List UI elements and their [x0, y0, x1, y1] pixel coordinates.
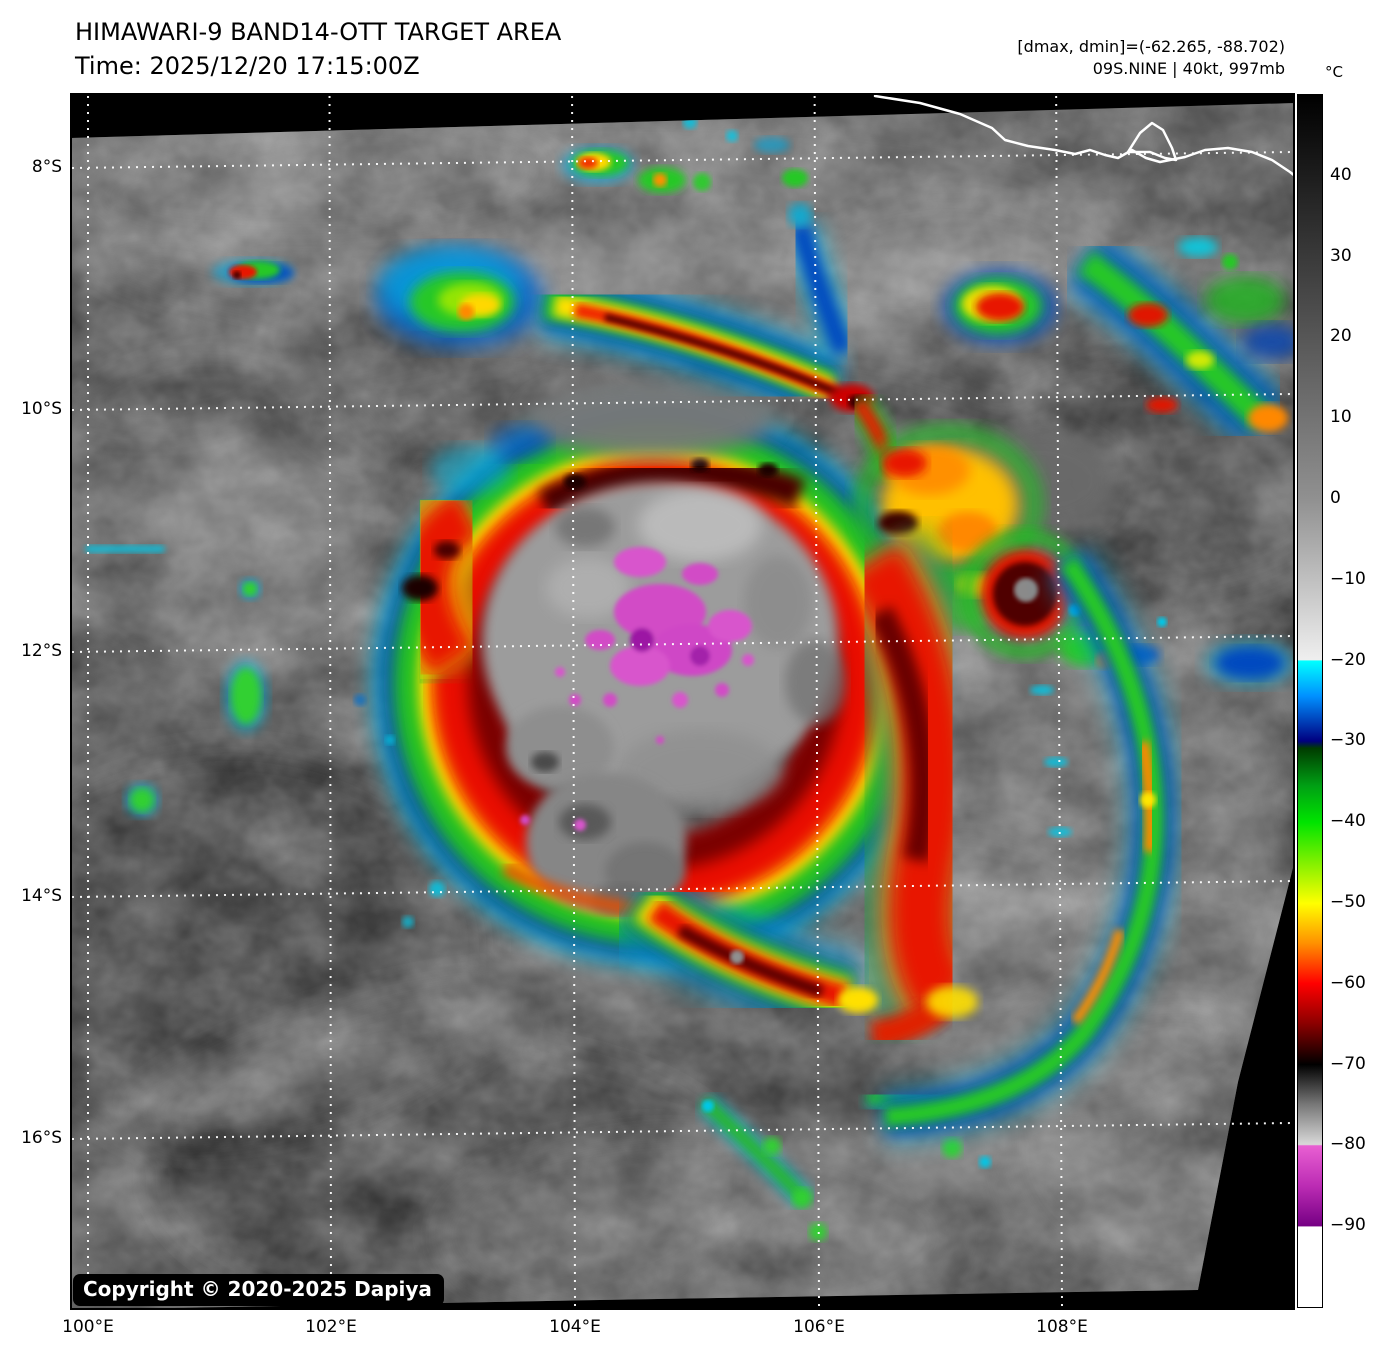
lon-tick-label: 108°E — [1036, 1317, 1088, 1337]
colorbar-tick-label: 30 — [1330, 245, 1352, 266]
east-red-band — [816, 524, 1000, 1051]
colorbar-tick-label: −80 — [1330, 1134, 1366, 1155]
satellite-image — [70, 93, 1295, 1310]
lon-tick-label: 106°E — [793, 1317, 845, 1337]
colorbar-tick-label: −40 — [1330, 811, 1366, 832]
colorbar-tick-label: −10 — [1330, 568, 1366, 589]
colorbar-tick-label: 0 — [1330, 488, 1341, 508]
west-specks — [85, 545, 445, 928]
storm-info-annotation: 09S.NINE | 40kt, 997mb — [1092, 59, 1285, 78]
colorbar-tick-label: 10 — [1330, 407, 1352, 428]
colorbar-unit-label: °C — [1325, 63, 1343, 81]
colorbar-tick-label: 40 — [1330, 164, 1352, 185]
satellite-map-panel: Copyright © 2020-2025 Dapiya — [70, 93, 1295, 1310]
northeast-cluster — [942, 233, 1295, 446]
lat-tick-label: 8°S — [31, 157, 62, 177]
lon-tick-label: 104°E — [549, 1317, 601, 1337]
page-title: HIMAWARI-9 BAND14-OTT TARGET AREA — [75, 18, 562, 46]
data-swath — [70, 103, 1295, 1310]
lat-tick-label: 10°S — [21, 399, 62, 419]
lon-tick-label: 100°E — [62, 1317, 114, 1337]
colorbar — [1297, 94, 1323, 1308]
lat-tick-label: 12°S — [21, 641, 62, 661]
colorbar-tick-label: −30 — [1330, 730, 1366, 751]
timestamp: Time: 2025/12/20 17:15:00Z — [75, 52, 420, 80]
colorbar-tick-label: −70 — [1330, 1053, 1366, 1074]
colorbar-tick-label: −60 — [1330, 972, 1366, 993]
colorbar-tick-label: −90 — [1330, 1215, 1366, 1236]
colorbar-tick-label: 20 — [1330, 326, 1352, 347]
lat-tick-label: 14°S — [21, 886, 62, 906]
gridlines — [71, 95, 1294, 1309]
colorbar-tick-label: −20 — [1330, 649, 1366, 670]
lon-tick-label: 102°E — [305, 1317, 357, 1337]
coastline — [873, 94, 1295, 178]
south-arm — [612, 863, 991, 1241]
colorbar-tick-label: −50 — [1330, 892, 1366, 912]
copyright-badge: Copyright © 2020-2025 Dapiya — [73, 1274, 444, 1306]
lat-tick-label: 16°S — [21, 1128, 62, 1148]
north-gray-gap — [525, 378, 775, 458]
west-hook — [362, 459, 505, 703]
top-cells — [212, 115, 808, 285]
east-spiral-arc — [882, 546, 1183, 1145]
magenta-cold-tops — [520, 547, 754, 831]
plot-frame — [70, 93, 1295, 1310]
dmax-dmin-annotation: [dmax, dmin]=(-62.265, -88.702) — [1017, 37, 1285, 56]
